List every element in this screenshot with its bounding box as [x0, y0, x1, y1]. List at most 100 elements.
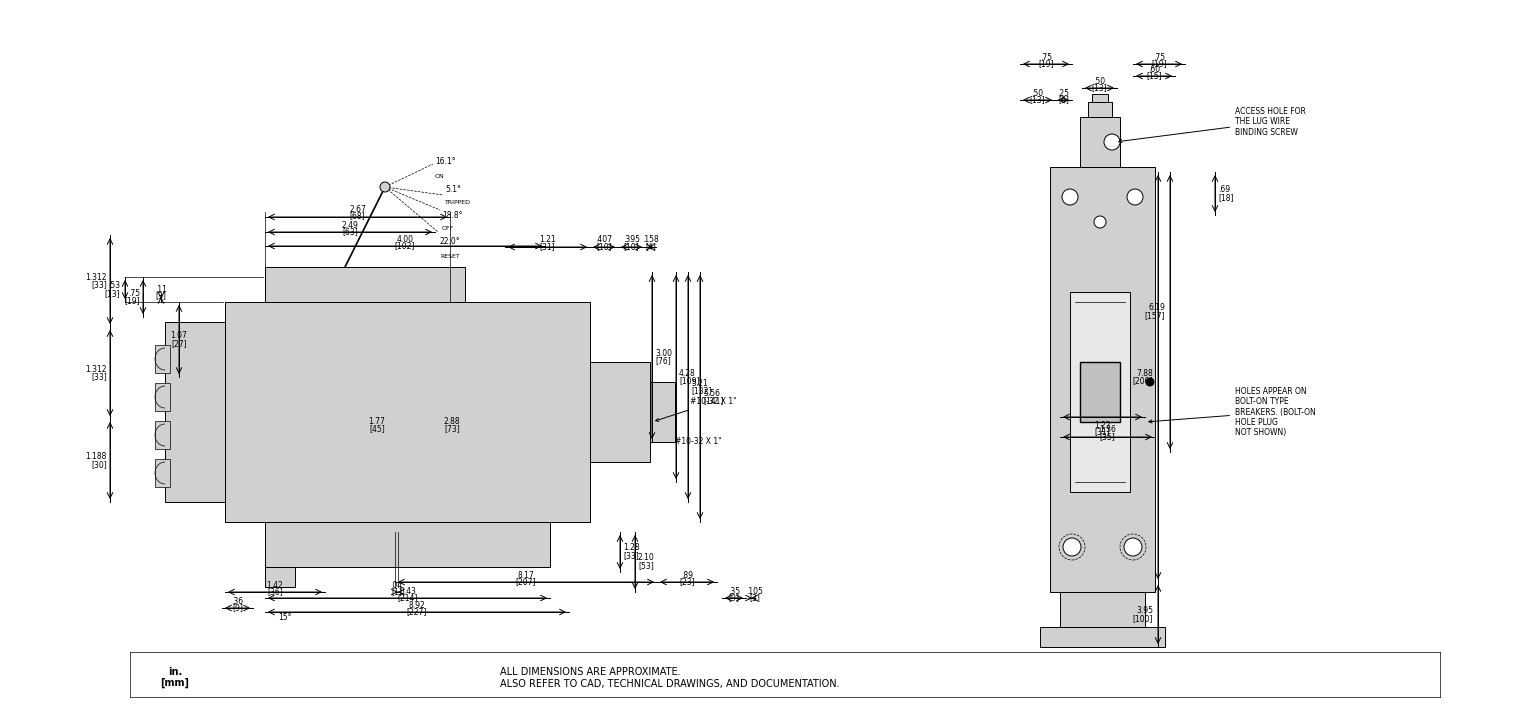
Text: 1.42: 1.42 — [267, 580, 283, 590]
Bar — [1071, 292, 1130, 492]
Text: [31]: [31] — [539, 243, 556, 252]
Text: [31]: [31] — [1095, 427, 1111, 436]
Text: 1.188: 1.188 — [86, 452, 108, 461]
Text: 1.312: 1.312 — [86, 364, 108, 374]
Text: [157]: [157] — [1144, 311, 1164, 321]
Text: [33]: [33] — [91, 281, 108, 289]
Circle shape — [379, 182, 390, 192]
Text: 15°: 15° — [278, 614, 292, 622]
Text: .75: .75 — [127, 289, 140, 297]
Text: [102]: [102] — [395, 241, 415, 251]
Text: [13]: [13] — [104, 289, 120, 298]
Text: ACCESS HOLE FOR
THE LUG WIRE
BINDING SCREW: ACCESS HOLE FOR THE LUG WIRE BINDING SCR… — [1118, 107, 1306, 142]
Text: .35: .35 — [728, 587, 740, 595]
Text: 2.10: 2.10 — [637, 553, 654, 563]
Text: 4.28: 4.28 — [679, 369, 696, 377]
Text: 2.88: 2.88 — [444, 417, 461, 427]
Text: .53: .53 — [108, 281, 120, 290]
Text: [1]: [1] — [392, 587, 402, 596]
Text: [53]: [53] — [637, 561, 654, 571]
Text: OFF: OFF — [442, 227, 455, 231]
Text: 4.00: 4.00 — [396, 235, 413, 244]
Bar — [155, 459, 170, 487]
Text: [200]: [200] — [1132, 377, 1154, 385]
Text: in.: in. — [167, 667, 183, 677]
Text: 1.36: 1.36 — [1100, 425, 1117, 435]
Circle shape — [1063, 538, 1081, 556]
Text: 6.19: 6.19 — [1147, 303, 1164, 313]
Bar — [164, 322, 224, 502]
Bar — [224, 302, 590, 522]
Text: .50: .50 — [1094, 76, 1106, 86]
Text: 8.92: 8.92 — [409, 601, 425, 609]
Text: 1.28: 1.28 — [624, 544, 639, 553]
Bar — [266, 567, 295, 587]
Text: [141]: [141] — [703, 396, 723, 406]
Text: [18]: [18] — [1218, 193, 1233, 202]
Text: 5.56: 5.56 — [703, 388, 720, 398]
Text: ALL DIMENSIONS ARE APPROXIMATE.: ALL DIMENSIONS ARE APPROXIMATE. — [501, 667, 680, 677]
Text: .407: .407 — [596, 236, 613, 244]
Text: [3]: [3] — [750, 593, 760, 603]
Text: [9]: [9] — [728, 593, 739, 603]
Text: 7.88: 7.88 — [1137, 369, 1154, 377]
Text: [19]: [19] — [1038, 60, 1054, 68]
Text: [227]: [227] — [407, 608, 427, 616]
Text: 1.312: 1.312 — [86, 273, 108, 281]
Text: [15]: [15] — [1146, 71, 1161, 81]
Text: .89: .89 — [680, 571, 693, 579]
Text: [23]: [23] — [679, 577, 694, 587]
Text: 5.1°: 5.1° — [445, 185, 461, 195]
Text: 3.00: 3.00 — [654, 348, 673, 358]
Circle shape — [1124, 538, 1141, 556]
Text: [27]: [27] — [170, 339, 187, 348]
Text: 1.77: 1.77 — [369, 417, 386, 427]
Text: .158: .158 — [642, 236, 659, 244]
Text: .69: .69 — [1218, 185, 1230, 194]
Text: [33]: [33] — [91, 372, 108, 382]
Text: [100]: [100] — [1132, 614, 1154, 623]
Bar — [1087, 102, 1112, 117]
Text: .60: .60 — [1147, 65, 1160, 73]
Text: .395: .395 — [624, 236, 641, 244]
Circle shape — [1094, 216, 1106, 228]
Text: [36]: [36] — [267, 587, 283, 596]
Text: [19]: [19] — [1150, 60, 1167, 68]
Text: 1.07: 1.07 — [170, 331, 187, 340]
Bar — [266, 267, 465, 302]
Text: .36: .36 — [232, 596, 244, 606]
Text: [68]: [68] — [350, 212, 366, 220]
Text: ALSO REFER TO CAD, TECHNICAL DRAWINGS, AND DOCUMENTATION.: ALSO REFER TO CAD, TECHNICAL DRAWINGS, A… — [501, 679, 840, 689]
Text: RESET: RESET — [439, 254, 459, 259]
Text: .75: .75 — [1040, 52, 1052, 62]
Bar — [1080, 362, 1120, 422]
Text: [73]: [73] — [444, 425, 459, 433]
Text: 8.17: 8.17 — [518, 571, 535, 579]
Text: .11: .11 — [155, 284, 167, 294]
Text: #10-32 X 1": #10-32 X 1" — [656, 398, 737, 422]
Bar — [155, 345, 170, 373]
Text: [4]: [4] — [645, 243, 656, 252]
Text: HOLES APPEAR ON
BOLT-ON TYPE
BREAKERS. (BOLT-ON
HOLE PLUG
NOT SHOWN): HOLES APPEAR ON BOLT-ON TYPE BREAKERS. (… — [1149, 387, 1316, 438]
Bar — [1060, 592, 1144, 627]
Text: #10-32 X 1": #10-32 X 1" — [674, 438, 722, 446]
Text: [mm]: [mm] — [160, 678, 189, 688]
Text: [10]: [10] — [624, 243, 639, 252]
Text: [30]: [30] — [91, 460, 108, 469]
Text: .04: .04 — [390, 580, 402, 590]
Text: [10]: [10] — [596, 243, 611, 252]
Text: 5.21: 5.21 — [691, 379, 708, 387]
Text: 18.8°: 18.8° — [442, 211, 462, 220]
Text: .105: .105 — [746, 587, 763, 595]
Text: .50: .50 — [1032, 89, 1043, 97]
Text: [207]: [207] — [516, 577, 536, 587]
Text: [3]: [3] — [155, 292, 166, 300]
Bar — [266, 522, 550, 567]
Text: [6]: [6] — [1058, 95, 1069, 105]
Text: [132]: [132] — [691, 387, 711, 395]
Text: [33]: [33] — [624, 552, 639, 561]
Text: [214]: [214] — [398, 593, 418, 603]
Circle shape — [1104, 134, 1120, 150]
Text: 2.67: 2.67 — [349, 204, 366, 214]
Text: [76]: [76] — [654, 356, 671, 366]
